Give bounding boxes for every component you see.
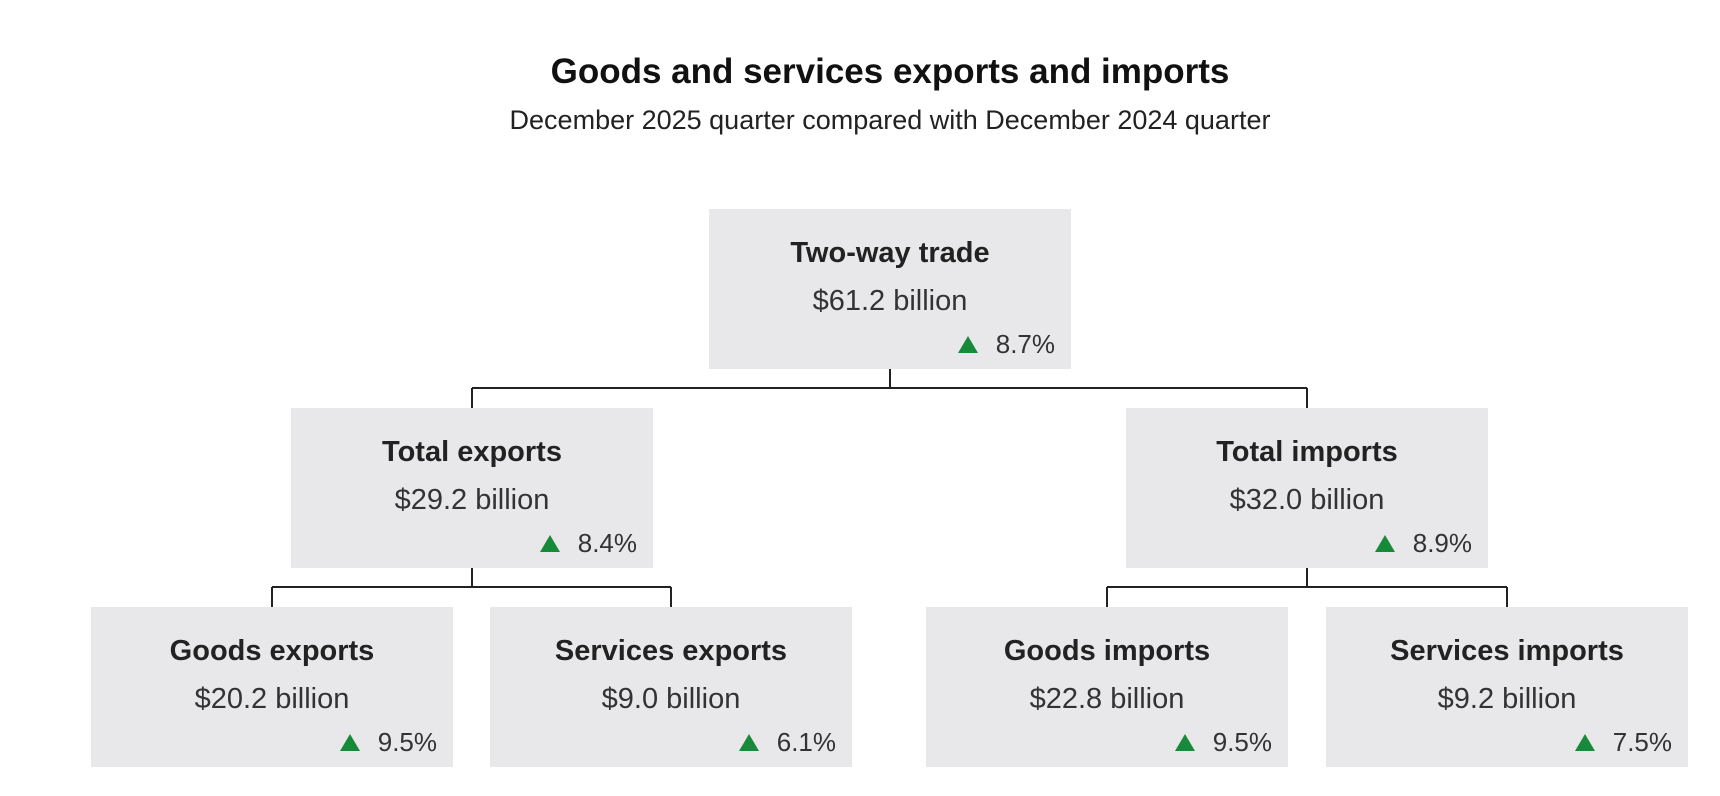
chart-title: Goods and services exports and imports [550, 52, 1230, 91]
node-two-way-trade: Two-way trade $61.2 billion 8.7% [709, 209, 1071, 369]
node-change: 9.5% [339, 727, 437, 758]
node-value: $29.2 billion [394, 484, 550, 516]
node-change: 8.4% [539, 528, 637, 559]
increase-arrow-icon [738, 734, 759, 751]
node-change: 7.5% [1574, 727, 1672, 758]
increase-arrow-icon [539, 535, 560, 552]
chart-subtitle: December 2025 quarter compared with Dece… [509, 105, 1271, 135]
node-title: Two-way trade [790, 237, 990, 269]
node-change: 9.5% [1174, 727, 1272, 758]
node-value: $20.2 billion [194, 683, 350, 715]
node-value: $61.2 billion [812, 285, 968, 317]
node-title: Services imports [1390, 635, 1624, 667]
increase-arrow-icon [1174, 734, 1195, 751]
change-percent: 8.7% [995, 329, 1055, 359]
change-percent: 9.5% [1212, 727, 1272, 757]
node-goods-imports: Goods imports $22.8 billion 9.5% [926, 607, 1288, 767]
node-title: Goods imports [1003, 635, 1211, 667]
change-percent: 9.5% [377, 727, 437, 757]
node-change: 6.1% [738, 727, 836, 758]
node-total-imports: Total imports $32.0 billion 8.9% [1126, 408, 1488, 568]
node-title: Total exports [382, 436, 562, 468]
node-services-exports: Services exports $9.0 billion 6.1% [490, 607, 852, 767]
node-value: $32.0 billion [1229, 484, 1385, 516]
change-percent: 7.5% [1612, 727, 1672, 757]
node-total-exports: Total exports $29.2 billion 8.4% [291, 408, 653, 568]
node-services-imports: Services imports $9.2 billion 7.5% [1326, 607, 1688, 767]
change-percent: 8.9% [1412, 528, 1472, 558]
node-change: 8.7% [957, 329, 1055, 360]
increase-arrow-icon [1374, 535, 1395, 552]
node-title: Goods exports [169, 635, 375, 667]
node-goods-exports: Goods exports $20.2 billion 9.5% [91, 607, 453, 767]
node-title: Services exports [554, 635, 788, 667]
node-value: $9.2 billion [1437, 683, 1577, 715]
change-percent: 8.4% [577, 528, 637, 558]
increase-arrow-icon [957, 336, 978, 353]
node-value: $22.8 billion [1029, 683, 1185, 715]
node-value: $9.0 billion [601, 683, 741, 715]
increase-arrow-icon [1574, 734, 1595, 751]
change-percent: 6.1% [776, 727, 836, 757]
node-title: Total imports [1216, 436, 1398, 468]
node-change: 8.9% [1374, 528, 1472, 559]
increase-arrow-icon [339, 734, 360, 751]
